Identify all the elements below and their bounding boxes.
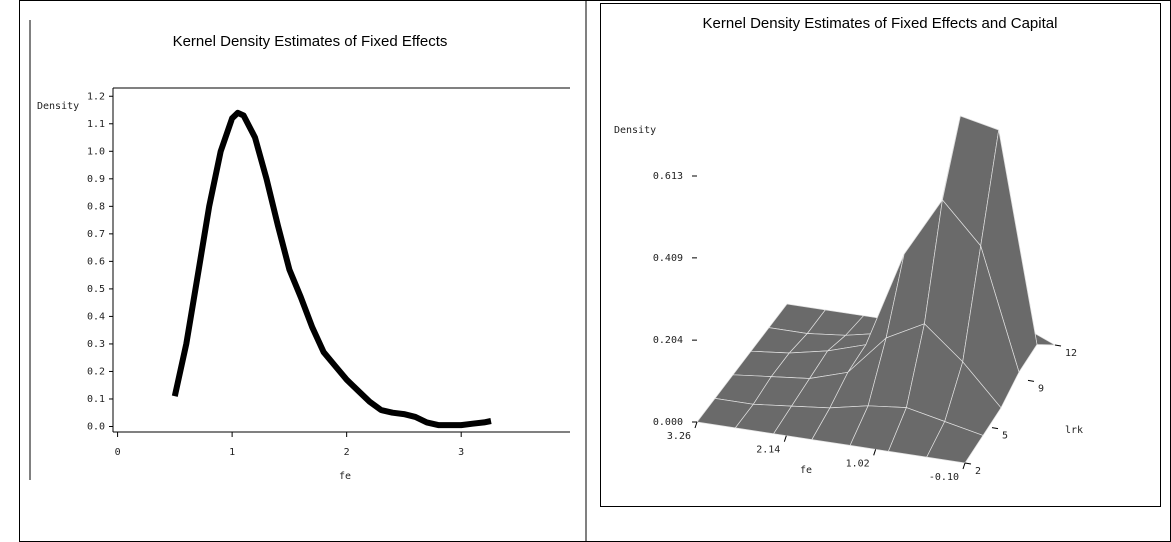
y-tick-label: 0.4	[87, 311, 105, 322]
y-tick	[1054, 344, 1062, 347]
x-tick-label: 1.02	[846, 458, 870, 469]
z-tick-label: 0.409	[653, 253, 683, 264]
y-axis-label: Density	[37, 101, 79, 112]
y-tick-label: 1.2	[87, 91, 105, 102]
y-tick-label: 1.0	[87, 146, 105, 157]
y-tick	[964, 462, 972, 465]
y-tick-label: 12	[1065, 348, 1077, 359]
y-tick-label: 2	[975, 466, 981, 477]
x-tick-label: 3	[458, 447, 464, 458]
x-tick	[962, 462, 966, 470]
z-tick-label: 0.204	[653, 335, 683, 346]
y-tick-label: 0.3	[87, 339, 105, 350]
x-tick	[694, 421, 698, 429]
z-tick-label: 0.000	[653, 417, 683, 428]
y-tick-label: 0.7	[87, 229, 105, 240]
y-tick-label: 0.6	[87, 256, 105, 267]
chart-title: Kernel Density Estimates of Fixed Effect…	[173, 33, 448, 50]
y-tick-label: 0.1	[87, 394, 105, 405]
y-tick	[1027, 379, 1035, 382]
x-tick-label: -0.10	[929, 472, 959, 483]
x-tick-label: 0	[115, 447, 121, 458]
image-border	[600, 3, 1161, 507]
x-tick-label: 3.26	[667, 431, 691, 442]
x-tick-label: 1	[229, 447, 235, 458]
y-tick	[991, 427, 999, 430]
y-tick-label: 0.0	[87, 421, 105, 432]
y-tick-label: 0.8	[87, 201, 105, 212]
chart-title: Kernel Density Estimates of Fixed Effect…	[703, 15, 1058, 32]
z-axis-label: Density	[614, 125, 656, 136]
y-tick-label: 0.9	[87, 174, 105, 185]
density-line	[171, 109, 492, 429]
x-tick-label: 2.14	[756, 445, 780, 456]
x-tick	[873, 449, 877, 456]
y-axis-label: lrk	[1065, 425, 1083, 436]
y-tick-label: 1.1	[87, 119, 105, 130]
z-tick-label: 0.613	[653, 171, 683, 182]
surface-patch	[926, 421, 984, 464]
x-tick	[783, 435, 787, 442]
y-tick-label: 0.2	[87, 366, 105, 377]
y-tick-label: 5	[1002, 431, 1008, 442]
x-axis-label: fe	[339, 471, 351, 482]
x-axis-label: fe	[800, 465, 812, 476]
y-tick-label: 0.5	[87, 284, 105, 295]
x-tick-label: 2	[344, 447, 350, 458]
y-tick-label: 9	[1038, 383, 1044, 394]
